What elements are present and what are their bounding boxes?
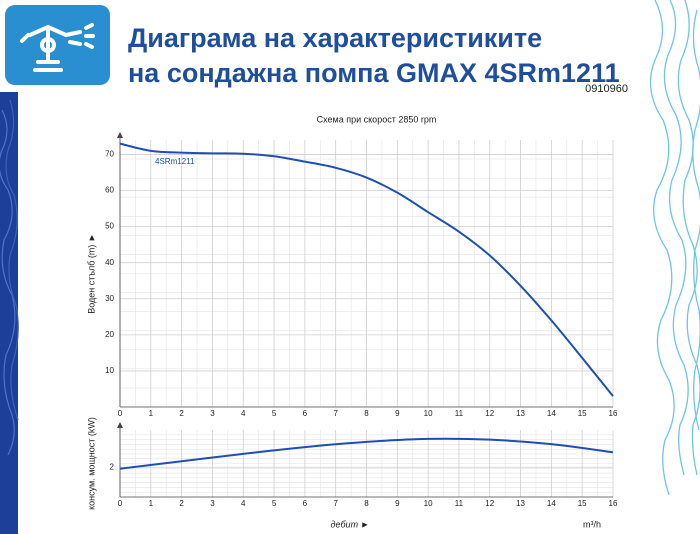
x-tick-label: 6	[303, 409, 308, 418]
y-axis-arrow	[117, 132, 123, 138]
x-tick-label: 13	[516, 409, 525, 418]
x-tick-label: 1	[149, 409, 154, 418]
x-tick-label: 13	[516, 499, 525, 508]
y-tick-label: 10	[105, 366, 114, 375]
x-tick-label: 15	[578, 499, 587, 508]
x-tick-label: 15	[578, 409, 587, 418]
x-tick-label: 1	[149, 499, 154, 508]
logo-icon	[5, 5, 110, 85]
title-line: на сондажна помпа GMAX 4SRm1211	[128, 58, 620, 88]
x-tick-label: 7	[333, 499, 338, 508]
x-tick-label: 16	[609, 499, 618, 508]
x-tick-label: 12	[485, 499, 494, 508]
title-line: Диаграма на характеристиките	[128, 23, 542, 53]
x-tick-label: 8	[364, 409, 369, 418]
chart: 0 1 2 3 4 5 6 7 8 9 10 11 12 13 14 15 1610203040506070Сх…	[86, 114, 618, 418]
x-tick-label: 9	[395, 409, 400, 418]
x-tick-label: 14	[547, 499, 556, 508]
x-tick-label: 9	[395, 499, 400, 508]
x-tick-label: 0	[118, 409, 123, 418]
x-tick-label: 5	[272, 409, 277, 418]
x-tick-label: 2	[179, 499, 184, 508]
x-tick-label: 3	[210, 409, 215, 418]
x-tick-label: 12	[485, 409, 494, 418]
product-code: 0910960	[585, 83, 628, 95]
x-tick-label: 11	[455, 499, 464, 508]
x-tick-label: 0	[118, 499, 123, 508]
y-tick-label: 70	[105, 150, 114, 159]
chart-title: Схема при скорост 2850 rpm	[317, 114, 437, 124]
y-tick-label: 30	[105, 294, 114, 303]
series-line	[119, 437, 614, 470]
x-tick-label: 16	[609, 409, 618, 418]
y-axis-arrow	[117, 422, 123, 428]
y-axis-label: консум. мощност (kW)	[86, 417, 96, 510]
series-label: 4SRm1211	[155, 157, 195, 166]
x-axis-label: дебит ►	[331, 519, 370, 529]
y-axis-label: Воден стълб (m) ►	[86, 233, 96, 314]
x-tick-label: 4	[241, 499, 246, 508]
x-tick-label: 10	[424, 409, 433, 418]
x-tick-label: 2	[179, 409, 184, 418]
series-line	[119, 142, 614, 397]
x-tick-label: 5	[272, 499, 277, 508]
x-tick-label: 8	[364, 499, 369, 508]
y-tick-label: 2	[110, 462, 115, 471]
x-tick-label: 10	[424, 499, 433, 508]
x-axis-unit: m³/h	[583, 519, 601, 529]
y-tick-label: 20	[105, 330, 114, 339]
x-tick-label: 3	[210, 499, 215, 508]
x-tick-label: 6	[303, 499, 308, 508]
left-decoration	[0, 92, 19, 534]
x-tick-label: 11	[455, 409, 464, 418]
y-tick-label: 40	[105, 258, 114, 267]
x-tick-label: 14	[547, 409, 556, 418]
charts: 0 1 2 3 4 5 6 7 8 9 10 11 12 13 14 15 1610203040506070Сх…	[86, 114, 618, 529]
y-tick-label: 50	[105, 222, 114, 231]
y-tick-label: 60	[105, 186, 114, 195]
x-tick-label: 4	[241, 409, 246, 418]
x-tick-label: 7	[333, 409, 338, 418]
